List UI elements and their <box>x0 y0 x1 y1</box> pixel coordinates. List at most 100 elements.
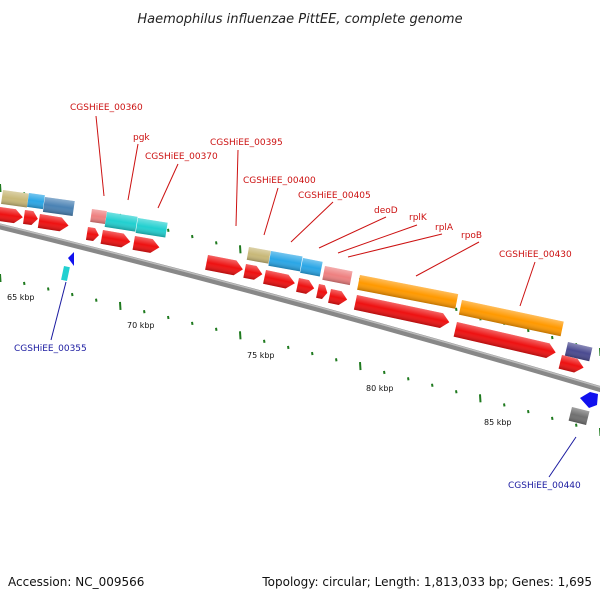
tick-mark <box>455 390 458 394</box>
gene-arrow-shade <box>243 264 263 280</box>
gene-box <box>568 407 590 425</box>
tick-mark <box>47 287 50 291</box>
gene-box-shade <box>246 247 271 264</box>
tick-mark <box>0 183 2 193</box>
forward-gene-arrow <box>316 284 328 299</box>
gene-arrow-shade <box>23 210 38 226</box>
gene-box-shade <box>90 209 107 224</box>
tick-marks <box>0 183 600 437</box>
forward-gene-arrow <box>132 236 160 253</box>
forward-gene-arrow <box>0 207 23 224</box>
forward-gene-arrow <box>453 322 556 358</box>
gene-box <box>268 250 303 272</box>
tick-mark <box>239 245 242 254</box>
scale-label-85: 85 kbp <box>484 418 512 427</box>
forward-gene-arrow <box>558 355 584 373</box>
label-leader-line <box>337 224 418 254</box>
gene-label-rplk: rplK <box>409 213 428 223</box>
gene-label-cgshiee-00430: CGSHiEE_00430 <box>499 250 572 260</box>
label-leader-line <box>127 143 139 201</box>
tick-mark <box>479 394 482 403</box>
label-leader-line <box>347 233 443 258</box>
gene-box-shade <box>104 212 138 232</box>
gene-box-shade <box>42 196 75 217</box>
genome-backbone-highlight <box>0 223 600 388</box>
forward-gene-arrow <box>205 255 243 276</box>
forward-gene-arrow <box>37 214 69 232</box>
tick-mark <box>551 416 554 421</box>
tick-mark <box>167 315 170 320</box>
tick-mark <box>431 383 434 387</box>
tick-mark <box>71 292 74 297</box>
gene-label-cgshiee-00370: CGSHiEE_00370 <box>145 152 218 162</box>
gene-box <box>135 218 168 238</box>
tick-mark <box>191 234 194 239</box>
gene-label-deod: deoD <box>374 206 398 216</box>
forward-gene-arrow <box>100 230 131 248</box>
label-leader-line <box>263 187 279 236</box>
tick-mark <box>191 321 194 326</box>
map-title: Haemophilus influenzae PittEE, complete … <box>137 12 462 27</box>
gene-box <box>458 300 564 337</box>
gene-arrow-shade <box>353 295 450 328</box>
genome-backbone <box>0 223 600 393</box>
tick-mark <box>287 345 290 350</box>
gene-box <box>90 209 107 224</box>
tick-mark <box>335 358 338 362</box>
tick-mark <box>527 409 530 414</box>
tick-mark <box>311 351 314 356</box>
gene-label-rpla: rplA <box>435 223 454 233</box>
label-leader-line <box>290 201 334 243</box>
gene-box-shade <box>268 250 303 272</box>
label-leaders <box>50 115 577 478</box>
gene-box-shade <box>564 341 593 362</box>
tick-mark <box>215 241 218 245</box>
tick-mark <box>215 327 218 331</box>
tick-mark <box>383 370 386 375</box>
tick-mark <box>0 273 2 283</box>
gene-features <box>0 189 598 425</box>
gene-arrow-shade <box>453 322 556 358</box>
gene-box-shade <box>300 257 323 277</box>
tick-mark <box>23 281 26 286</box>
gene-arrow-shade <box>296 278 315 294</box>
gene-arrow-shade <box>558 355 584 373</box>
gene-box <box>300 257 323 277</box>
gene-arrow-shade <box>263 270 295 289</box>
gene-arrow-shade <box>100 230 131 248</box>
label-leader-line <box>519 261 536 307</box>
tick-mark <box>407 377 410 381</box>
gene-box <box>357 275 459 309</box>
label-leader-line <box>415 241 480 277</box>
label-leader-line <box>157 163 179 209</box>
tick-mark <box>455 307 458 312</box>
label-leader-line <box>50 281 67 341</box>
forward-gene-arrow <box>23 210 38 226</box>
forward-gene-arrow <box>263 270 295 289</box>
forward-gene-arrow <box>328 289 348 305</box>
forward-gene-arrow <box>243 264 263 280</box>
gene-label-cgshiee-00440: CGSHiEE_00440 <box>508 481 581 491</box>
scale-label-80: 80 kbp <box>366 384 394 393</box>
gene-arrow-shade <box>0 207 23 224</box>
scale-label-75: 75 kbp <box>247 351 275 360</box>
gene-box <box>1 189 29 208</box>
gene-arrow-shade <box>132 236 160 253</box>
gene-arrow-shade <box>316 284 328 299</box>
label-leader-line <box>318 216 387 249</box>
gene-box-cgshiee-00355 <box>61 266 70 281</box>
gene-box-shade <box>458 300 564 337</box>
gene-box-shade <box>1 189 29 208</box>
gene-label-cgshiee-00400: CGSHiEE_00400 <box>243 176 316 186</box>
tick-mark <box>503 403 506 407</box>
gene-arrow-shade <box>205 255 243 276</box>
forward-gene-arrow <box>85 227 99 241</box>
gene-box-shade <box>322 265 353 286</box>
accession-text: Accession: NC_009566 <box>8 575 144 589</box>
gene-label-pgk: pgk <box>133 133 150 143</box>
gene-box-shade <box>568 407 590 425</box>
tick-mark <box>551 335 554 340</box>
tick-mark <box>143 310 146 314</box>
gene-box <box>104 212 138 232</box>
gene-box <box>27 192 45 210</box>
